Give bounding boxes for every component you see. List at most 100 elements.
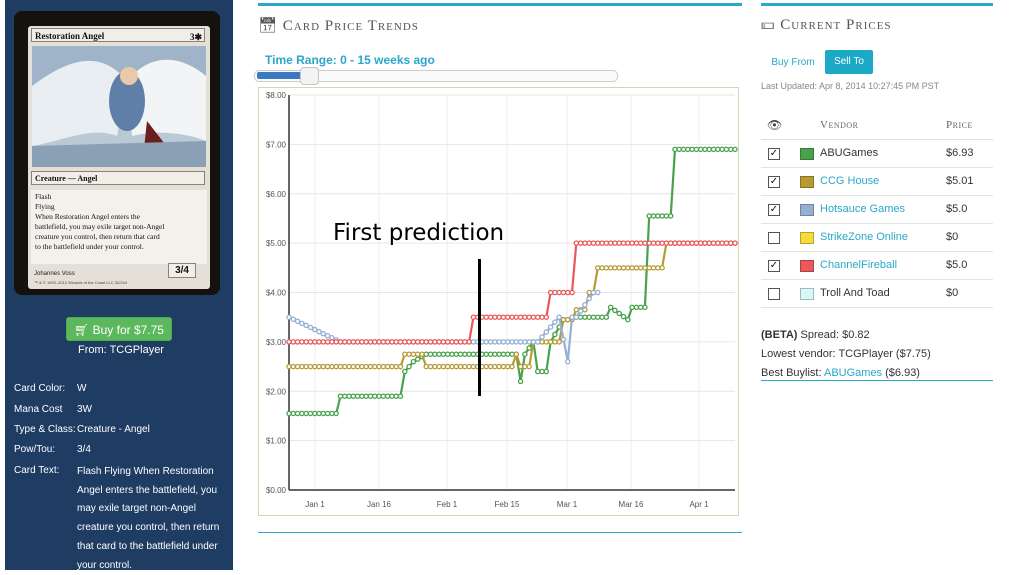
data-point — [350, 339, 357, 345]
data-point — [359, 393, 365, 399]
y-tick-label: $2.00 — [266, 387, 287, 396]
data-point — [552, 319, 558, 325]
data-point — [324, 410, 331, 417]
eye-icon[interactable]: 👁︎ — [767, 118, 783, 132]
data-point — [547, 289, 554, 296]
data-point — [693, 146, 700, 153]
data-point — [324, 332, 331, 339]
data-point — [397, 339, 404, 345]
data-point — [372, 393, 378, 399]
data-point — [372, 339, 378, 345]
data-point — [393, 393, 399, 399]
data-point — [586, 314, 592, 320]
data-point — [637, 265, 644, 271]
data-point — [384, 339, 391, 345]
detail-value-mana: 3W — [77, 404, 92, 415]
data-point — [685, 146, 691, 153]
data-point — [290, 316, 297, 322]
vendor-checkbox[interactable]: ✓ — [768, 176, 780, 188]
card-image: Restoration Angel 3✱ Creature — Angel Fla… — [14, 11, 220, 295]
card-copyright: ™ & © 1993–2012 Wizards of the Coast LLC… — [34, 280, 128, 285]
vendor-row: ✓ CCG House $5.01 — [761, 168, 993, 196]
data-point — [526, 314, 532, 320]
x-tick-label: Feb 15 — [495, 500, 520, 509]
vendor-name[interactable]: StrikeZone Online — [820, 231, 909, 243]
x-tick-label: Feb 1 — [437, 500, 458, 509]
data-point — [620, 313, 627, 320]
data-point — [453, 351, 459, 357]
data-point — [389, 393, 395, 399]
data-point — [513, 339, 520, 345]
data-point — [462, 339, 468, 345]
data-point — [329, 339, 335, 345]
data-point — [470, 314, 477, 320]
card-text-line: creature you control, then return that c… — [35, 232, 160, 241]
vendor-color-swatch — [800, 232, 814, 244]
data-point — [719, 240, 725, 246]
vendor-checkbox[interactable]: ✓ — [768, 260, 780, 272]
data-point — [556, 339, 562, 345]
card-text-line: Flash — [35, 192, 52, 201]
data-point — [552, 331, 558, 338]
x-tick-label: Mar 16 — [619, 500, 644, 509]
data-point — [689, 240, 695, 246]
data-point — [406, 351, 412, 357]
price-chart: $0.00 $1.00 $2.00 $3.00 $4.00 $5.00 $6.00 $7.00… — [258, 87, 739, 516]
time-range-slider[interactable] — [254, 70, 618, 82]
data-point — [286, 410, 292, 417]
card-text-line: Flying — [35, 202, 55, 211]
vendor-checkbox[interactable] — [768, 232, 780, 244]
data-point — [539, 314, 545, 320]
vendor-row: ✓ ABUGames $6.93 — [761, 140, 993, 168]
vendor-checkbox[interactable] — [768, 288, 780, 300]
panel-bottom-border — [258, 532, 742, 533]
data-point — [706, 240, 713, 246]
data-point — [667, 213, 674, 219]
buy-button[interactable]: 🛒︎ Buy for $7.75 — [66, 317, 172, 341]
price-summary: (BETA) Spread: $0.82 Lowest vendor: TCGP… — [761, 326, 993, 383]
data-point — [457, 339, 464, 345]
data-point — [427, 351, 434, 357]
data-point — [389, 363, 395, 370]
tab-buy-from[interactable]: Buy From — [771, 57, 815, 68]
y-tick-label: $6.00 — [266, 190, 287, 199]
data-point — [522, 363, 528, 370]
data-point — [517, 314, 524, 320]
best-buylist-vendor-link[interactable]: ABUGames — [823, 367, 883, 379]
data-point — [595, 289, 601, 296]
vendor-name[interactable]: CCG House — [820, 175, 880, 187]
data-point — [590, 314, 597, 320]
data-point — [410, 358, 417, 365]
data-point — [376, 339, 382, 345]
vendor-price: $5.01 — [946, 175, 974, 187]
vendor-row: StrikeZone Online $0 — [761, 224, 993, 252]
vendor-name[interactable]: Hotsauce Games — [820, 203, 905, 215]
data-point — [500, 339, 507, 345]
data-point — [595, 265, 601, 271]
data-point — [354, 363, 361, 370]
tab-sell-to[interactable]: Sell To — [825, 50, 873, 74]
data-point — [543, 339, 550, 345]
data-point — [607, 304, 614, 311]
vendor-checkbox[interactable]: ✓ — [768, 148, 780, 160]
data-point — [530, 314, 537, 320]
slider-handle[interactable] — [300, 67, 319, 85]
data-point — [384, 393, 391, 399]
data-point — [367, 393, 374, 399]
data-point — [697, 146, 704, 153]
data-point — [629, 240, 635, 246]
vendor-checkbox[interactable]: ✓ — [768, 204, 780, 216]
data-point — [500, 363, 507, 370]
data-point — [333, 410, 339, 417]
data-point — [354, 393, 361, 399]
data-point — [453, 339, 459, 345]
data-point — [697, 240, 704, 246]
data-point — [380, 393, 387, 399]
data-point — [432, 351, 438, 357]
data-point — [526, 363, 532, 370]
data-point — [290, 363, 297, 370]
price-trends-panel: 📅︎ Card Price Trends — [258, 3, 742, 35]
vendor-name[interactable]: ChannelFireball — [820, 259, 898, 271]
data-point — [483, 339, 490, 345]
data-point — [719, 146, 725, 153]
